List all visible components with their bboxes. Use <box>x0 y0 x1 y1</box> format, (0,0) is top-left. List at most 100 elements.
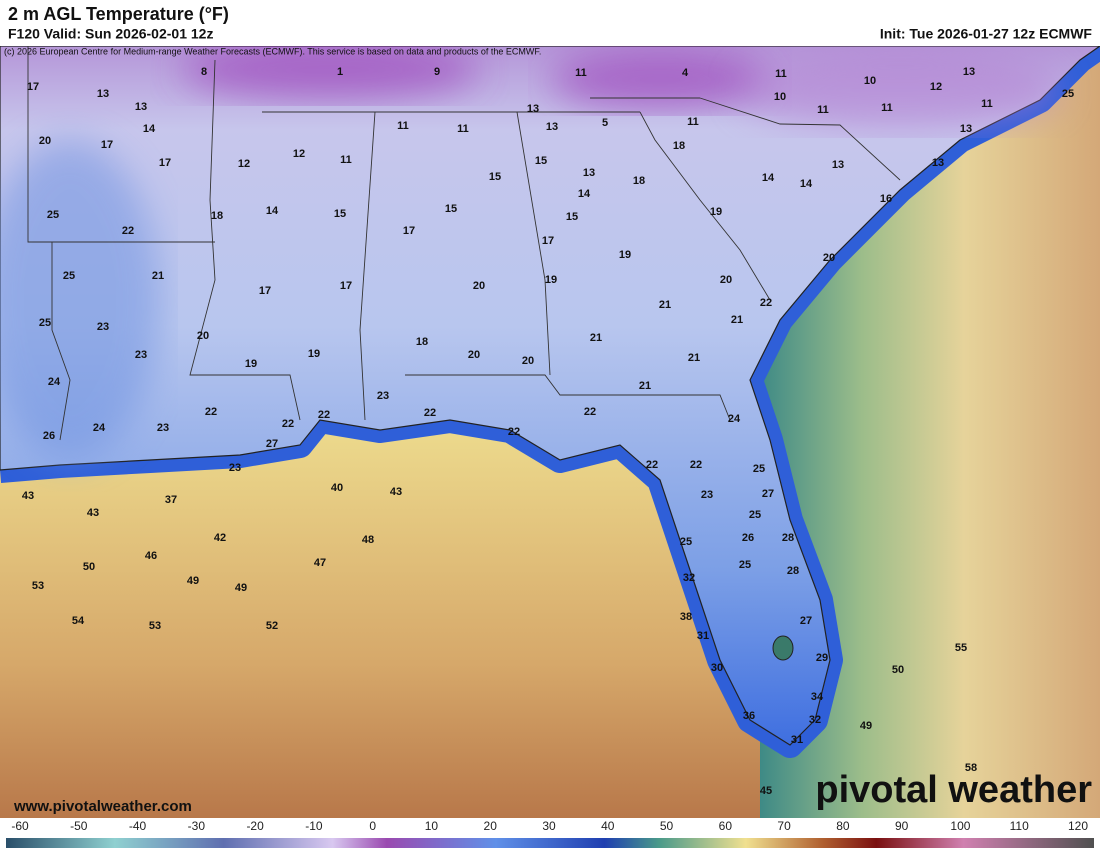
temperature-label: 38 <box>680 611 692 623</box>
temperature-label: 23 <box>377 390 389 402</box>
temperature-label: 20 <box>468 349 480 361</box>
temperature-label: 49 <box>235 582 247 594</box>
temperature-label: 14 <box>800 178 813 190</box>
temperature-label: 43 <box>390 486 402 498</box>
temperature-label: 32 <box>809 714 821 726</box>
temperature-label: 22 <box>508 426 520 438</box>
temperature-label: 10 <box>864 75 876 87</box>
temperature-label: 32 <box>683 572 695 584</box>
temperature-label: 23 <box>229 462 241 474</box>
cold-core <box>550 50 770 110</box>
temperature-label: 24 <box>93 422 106 434</box>
temperature-label: 47 <box>314 557 326 569</box>
temperature-label: 27 <box>266 438 278 450</box>
temperature-label: 22 <box>584 406 596 418</box>
colorbar-tick-label: 30 <box>542 819 556 833</box>
temperature-label: 13 <box>546 121 558 133</box>
temperature-label: 26 <box>742 532 754 544</box>
temperature-label: 22 <box>122 225 134 237</box>
temperature-label: 24 <box>728 413 741 425</box>
temperature-label: 20 <box>823 252 835 264</box>
temperature-label: 53 <box>149 620 161 632</box>
temperature-label: 17 <box>159 157 171 169</box>
temperature-label: 30 <box>711 662 723 674</box>
temperature-label: 46 <box>145 550 157 562</box>
temperature-label: 25 <box>753 463 765 475</box>
colorbar-tick-label: 70 <box>777 819 791 833</box>
temperature-label: 43 <box>22 490 34 502</box>
colorbar-tick-label: -20 <box>246 819 264 833</box>
temperature-label: 22 <box>424 407 436 419</box>
temperature-label: 19 <box>619 249 631 261</box>
logo: pivotal weather <box>815 769 1092 811</box>
temperature-label: 31 <box>697 630 709 642</box>
temperature-label: 20 <box>720 274 732 286</box>
temperature-label: 23 <box>701 489 713 501</box>
temperature-label: 13 <box>583 167 595 179</box>
temperature-label: 20 <box>197 330 209 342</box>
temperature-label: 37 <box>165 494 177 506</box>
temperature-label: 21 <box>639 380 651 392</box>
temperature-label: 21 <box>688 352 700 364</box>
temperature-label: 23 <box>157 422 169 434</box>
init-time: Init: Tue 2026-01-27 12z ECMWF <box>880 26 1093 42</box>
temperature-label: 18 <box>416 336 428 348</box>
lake-okeechobee <box>772 635 794 661</box>
temperature-label: 11 <box>981 98 993 110</box>
temperature-label: 19 <box>545 274 557 286</box>
temperature-label: 22 <box>318 409 330 421</box>
land <box>0 45 1100 746</box>
colorbar-tick-label: -40 <box>129 819 147 833</box>
temperature-label: 48 <box>362 534 374 546</box>
header-band <box>0 0 1100 46</box>
temperature-label: 43 <box>87 507 99 519</box>
temperature-label: 15 <box>334 208 346 220</box>
temperature-label: 21 <box>152 270 164 282</box>
temperature-label: 13 <box>832 159 844 171</box>
temperature-label: 17 <box>101 139 113 151</box>
temperature-label: 15 <box>445 203 457 215</box>
temperature-label: 54 <box>72 615 85 627</box>
colorbar-tick-label: 50 <box>660 819 674 833</box>
temperature-label: 53 <box>32 580 44 592</box>
temperature-label: 24 <box>48 376 61 388</box>
temperature-label: 12 <box>238 158 250 170</box>
colorbar-tick-label: 80 <box>836 819 850 833</box>
temperature-label: 58 <box>965 762 977 774</box>
temperature-label: 25 <box>47 209 59 221</box>
temperature-label: 22 <box>646 459 658 471</box>
colorbar-tick-label: -50 <box>70 819 88 833</box>
credit: (c) 2026 European Centre for Medium-rang… <box>4 46 541 56</box>
temperature-label: 22 <box>760 297 772 309</box>
temperature-label: 25 <box>63 270 75 282</box>
temperature-label: 15 <box>489 171 501 183</box>
temperature-label: 20 <box>522 355 534 367</box>
temperature-label: 13 <box>527 103 539 115</box>
temperature-label: 18 <box>633 175 645 187</box>
temperature-label: 11 <box>687 116 699 128</box>
temperature-label: 55 <box>955 642 967 654</box>
temperature-label: 11 <box>397 120 409 132</box>
colorbar-tick-label: 100 <box>950 819 970 833</box>
colorbar-tick-label: -60 <box>11 819 29 833</box>
temperature-label: 28 <box>782 532 794 544</box>
temperature-label: 18 <box>673 140 685 152</box>
map-title: 2 m AGL Temperature (°F) <box>8 4 229 24</box>
colorbar-tick-label: 20 <box>484 819 498 833</box>
temperature-label: 4 <box>682 67 689 79</box>
temperature-label: 27 <box>762 488 774 500</box>
temperature-label: 22 <box>282 418 294 430</box>
temperature-label: 11 <box>881 102 893 114</box>
temperature-label: 16 <box>880 193 892 205</box>
temperature-label: 19 <box>245 358 257 370</box>
temperature-label: 21 <box>659 299 671 311</box>
colorbar-tick-label: 40 <box>601 819 615 833</box>
temperature-label: 17 <box>27 81 39 93</box>
temperature-label: 20 <box>473 280 485 292</box>
temperature-label: 15 <box>566 211 578 223</box>
temperature-label: 28 <box>787 565 799 577</box>
cold-core <box>740 50 1060 130</box>
temperature-label: 14 <box>143 123 156 135</box>
